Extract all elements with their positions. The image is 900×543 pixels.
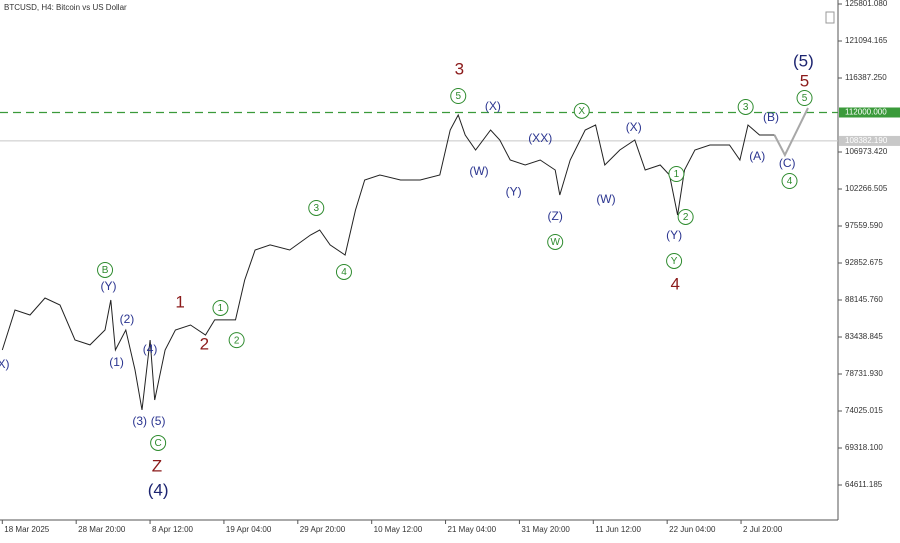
wave-label: (XX) — [528, 131, 552, 145]
x-tick-label: 11 Jun 12:00 — [595, 525, 641, 534]
y-tick-label: 121094.165 — [845, 36, 888, 45]
x-tick-label: 29 Apr 20:00 — [300, 525, 346, 534]
label-circle — [335, 263, 352, 280]
label-circle — [796, 89, 813, 106]
y-tick-label: 97559.590 — [845, 221, 883, 230]
label-circle — [97, 261, 114, 278]
wave-label: (X) — [485, 99, 501, 113]
label-circle — [573, 102, 590, 119]
y-tick-label: 83438.845 — [845, 332, 883, 341]
wave-label: 1 — [175, 292, 184, 311]
icon[interactable] — [825, 11, 835, 24]
wave-label: 1 — [218, 303, 224, 314]
x-tick-label: 21 May 04:00 — [448, 525, 497, 534]
x-tick-label: 28 Mar 20:00 — [78, 525, 126, 534]
label-circle — [212, 299, 229, 316]
label-circle — [668, 165, 685, 182]
wave-label: 2 — [234, 335, 240, 346]
y-tick-label: 102266.505 — [845, 184, 888, 193]
wave-label: X — [578, 106, 585, 117]
wave-label: 4 — [787, 176, 793, 187]
wave-label: Y — [671, 256, 678, 267]
wave-label: 5 — [455, 91, 461, 102]
wave-label: 3 — [743, 102, 749, 113]
label-circle — [308, 199, 325, 216]
label-circle — [666, 252, 683, 269]
wave-label: (C) — [779, 156, 796, 170]
y-tick-label: 64611.185 — [845, 480, 883, 489]
wave-label: (2) — [120, 312, 135, 326]
level-box — [839, 135, 900, 146]
wave-label: (A) — [749, 149, 765, 163]
label-circle — [450, 87, 467, 104]
wave-label: (Y) — [666, 228, 682, 242]
level-label: 112000.000 — [845, 108, 887, 117]
y-tick-label: 69318.100 — [845, 443, 883, 452]
label-circle — [228, 332, 245, 349]
wave-label: (Y) — [101, 279, 117, 293]
wave-label: 3 — [455, 59, 464, 78]
label-circle — [737, 98, 754, 115]
wave-label: Z — [152, 456, 162, 475]
level-label: 108382.190 — [845, 136, 888, 145]
label-circle — [781, 172, 798, 189]
x-tick-label: 10 May 12:00 — [374, 525, 423, 534]
x-tick-label: 18 Mar 2025 — [4, 525, 49, 534]
wave-label: 1 — [674, 169, 680, 180]
wave-label: 3 — [313, 203, 319, 214]
wave-label: (W) — [596, 192, 615, 206]
y-tick-label: 125801.080 — [845, 0, 888, 8]
wave-label: (4) — [143, 342, 158, 356]
wave-label: (1) — [109, 355, 124, 369]
wave-label: 5 — [800, 71, 809, 90]
wave-label: (W) — [469, 164, 488, 178]
x-tick-label: 2 Jul 20:00 — [743, 525, 783, 534]
wave-label: 5 — [802, 93, 808, 104]
wave-label: B — [102, 265, 109, 276]
wave-label: (4) — [148, 480, 169, 499]
y-tick-label: 116387.250 — [845, 73, 887, 82]
wave-label: 4 — [671, 274, 680, 293]
y-tick-label: 106973.420 — [845, 147, 888, 156]
level-box — [839, 107, 900, 118]
y-tick-label: 88145.760 — [845, 295, 883, 304]
wave-label: 2 — [200, 335, 209, 354]
y-tick-label: 74025.015 — [845, 406, 883, 415]
wave-label: (X) — [626, 120, 642, 134]
wave-label: W — [550, 237, 560, 248]
wave-label: (5) — [151, 414, 166, 428]
wave-label: (Y) — [506, 185, 522, 199]
wave-label: (5) — [793, 51, 814, 70]
wave-label: C — [155, 438, 162, 449]
wave-label: (Z) — [548, 209, 563, 223]
wave-label: X) — [0, 357, 9, 371]
label-circle — [547, 233, 564, 250]
y-tick-label: 78731.930 — [845, 369, 883, 378]
x-tick-label: 22 Jun 04:00 — [669, 525, 716, 534]
wave-label: (3) — [132, 414, 147, 428]
x-tick-label: 19 Apr 04:00 — [226, 525, 272, 534]
y-tick-label: 92852.675 — [845, 258, 883, 267]
label-circle — [150, 434, 167, 451]
wave-label: 2 — [683, 212, 689, 223]
wave-label: 4 — [341, 267, 347, 278]
x-tick-label: 8 Apr 12:00 — [152, 525, 193, 534]
price-line — [1, 113, 775, 410]
x-tick-label: 31 May 20:00 — [521, 525, 570, 534]
chart-title: BTCUSD, H4: Bitcoin vs US Dollar — [4, 3, 127, 12]
label-circle — [677, 208, 694, 225]
wave-label: (B) — [763, 110, 779, 124]
price-line — [773, 107, 809, 158]
